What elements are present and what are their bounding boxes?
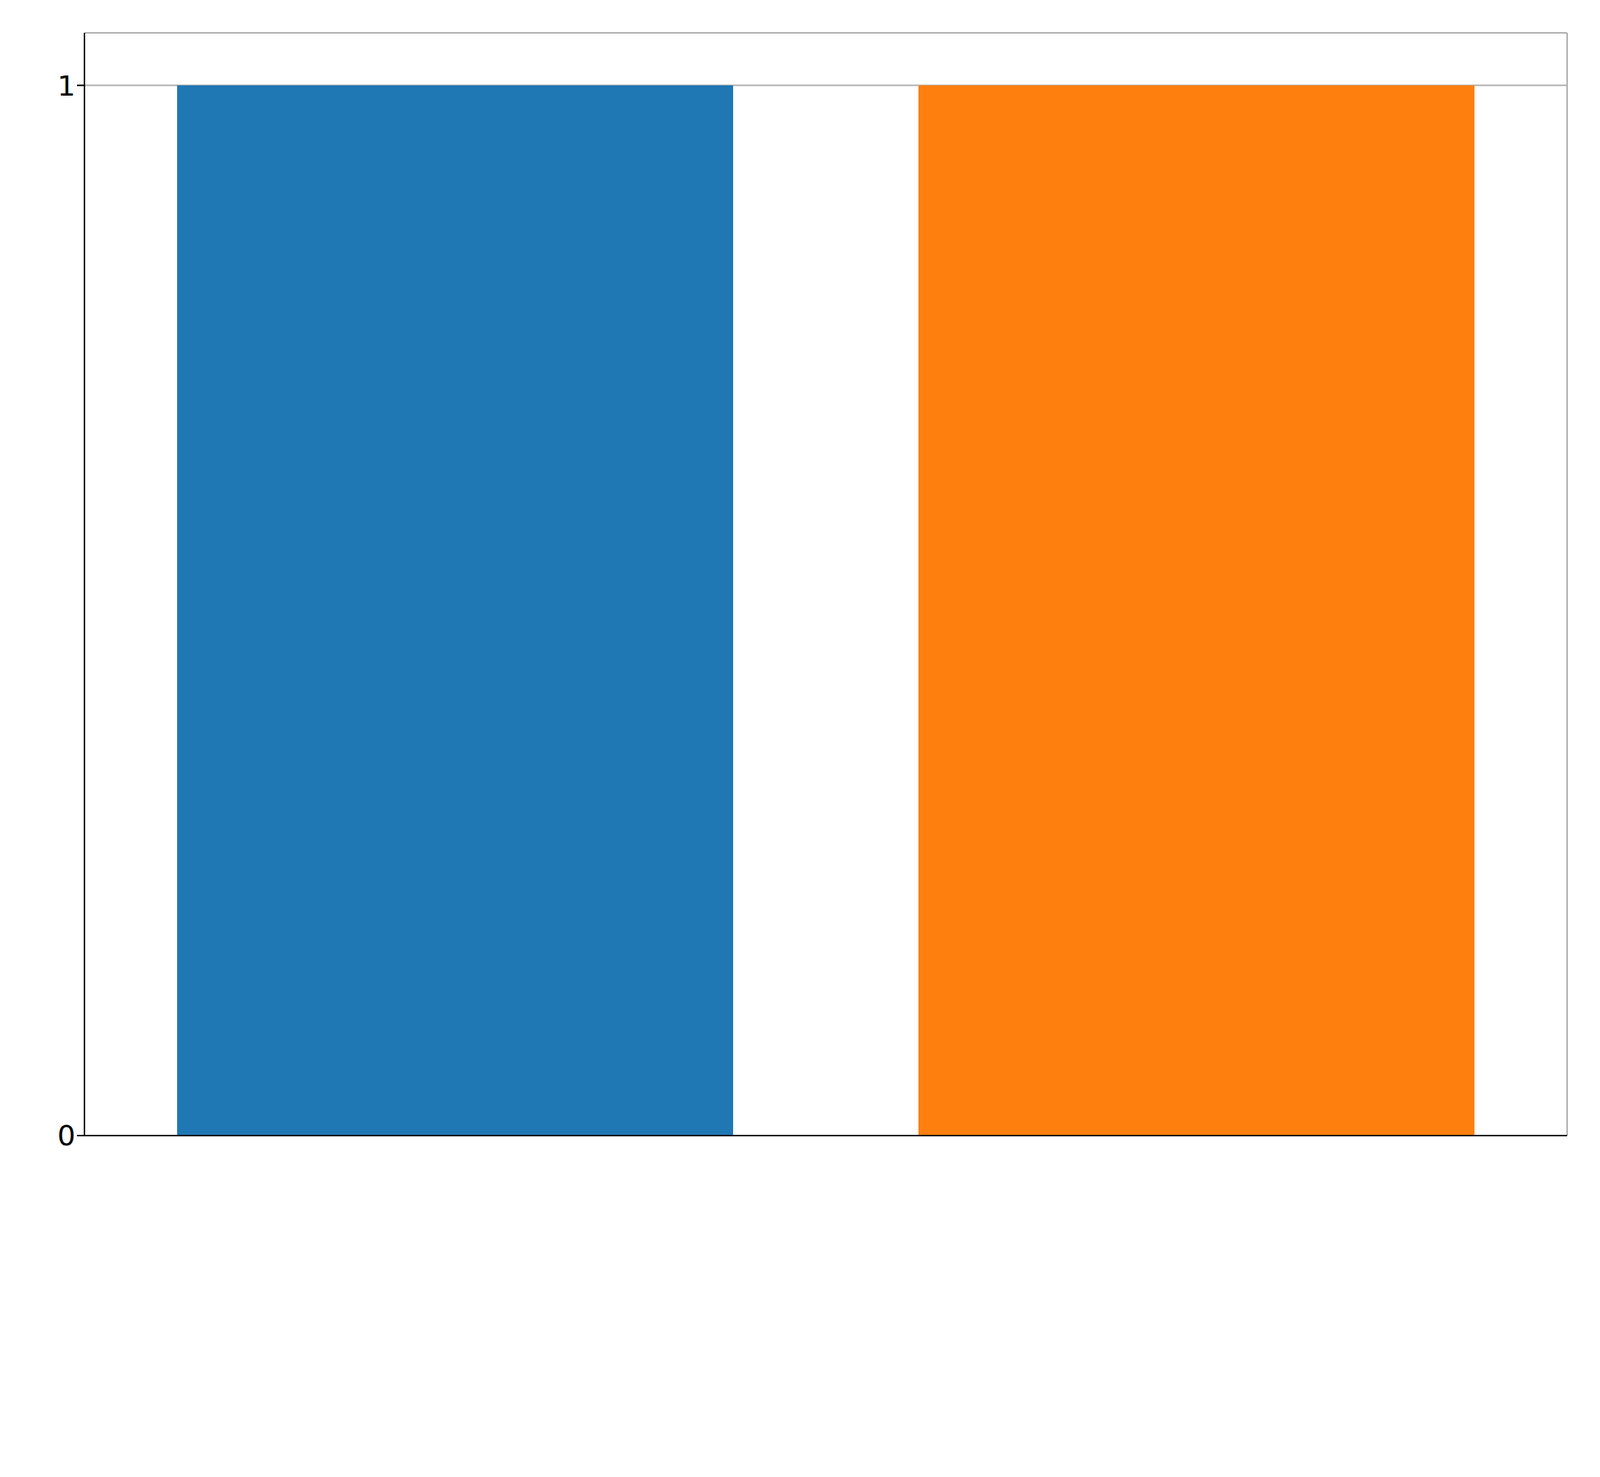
svg-text:1: 1: [57, 69, 76, 103]
svg-text:0: 0: [57, 1119, 76, 1153]
